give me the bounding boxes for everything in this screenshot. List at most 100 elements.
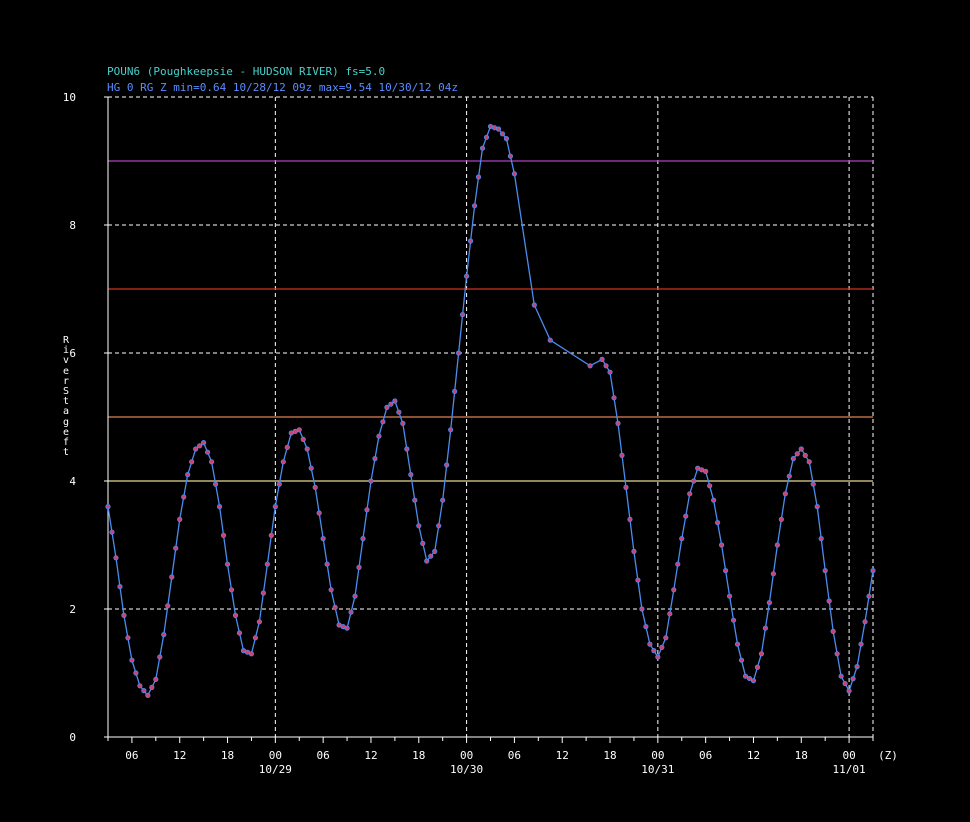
data-point <box>703 468 709 474</box>
data-point <box>754 664 761 670</box>
data-point <box>408 471 414 478</box>
data-point <box>718 542 725 548</box>
data-point <box>376 433 382 439</box>
data-point <box>392 398 398 404</box>
data-point <box>173 545 179 551</box>
data-point <box>308 465 314 471</box>
data-point <box>722 567 729 574</box>
data-point <box>444 462 450 468</box>
data-point <box>639 606 645 612</box>
data-point <box>503 136 510 142</box>
data-point <box>280 459 286 465</box>
data-point <box>201 439 207 446</box>
data-point <box>810 481 816 487</box>
x-tick-label: 12 <box>747 749 760 762</box>
data-point <box>460 311 466 318</box>
data-point <box>667 611 673 617</box>
stage-series <box>105 123 876 699</box>
x-tick-label: 12 <box>556 749 569 762</box>
axes <box>104 96 874 743</box>
data-point <box>117 583 123 590</box>
data-point <box>738 657 745 663</box>
data-point <box>762 625 769 631</box>
y-tick-label: 8 <box>69 219 76 232</box>
x-tick-label: 12 <box>364 749 377 762</box>
data-point <box>838 673 844 679</box>
data-point <box>149 684 155 691</box>
data-point <box>400 420 406 426</box>
data-point <box>862 619 868 625</box>
chart-subtitle: HG 0 RG Z min=0.64 10/28/12 09z max=9.54… <box>107 81 458 94</box>
data-point <box>129 657 135 663</box>
data-point <box>121 612 127 619</box>
chart-title: POUN6 (Poughkeepsie - HUDSON RIVER) fs=5… <box>107 65 386 78</box>
data-point <box>304 446 310 452</box>
x-tick-label: 18 <box>412 749 425 762</box>
data-point <box>364 507 370 513</box>
data-point <box>742 673 749 679</box>
data-point <box>137 683 143 689</box>
data-point <box>316 510 322 516</box>
data-point <box>814 503 820 510</box>
data-point <box>866 593 872 599</box>
data-point <box>675 561 681 567</box>
data-point <box>216 503 223 510</box>
data-point <box>766 599 773 606</box>
data-point <box>220 532 227 539</box>
data-point <box>284 444 290 450</box>
data-point <box>252 635 259 641</box>
y-tick-label: 6 <box>69 347 76 360</box>
data-point <box>507 153 514 159</box>
data-point <box>228 587 235 593</box>
data-point <box>440 497 446 503</box>
x-tick-label: 12 <box>173 749 186 762</box>
data-point <box>368 478 374 484</box>
data-point <box>475 174 482 180</box>
data-point <box>587 363 593 369</box>
data-point <box>687 491 693 497</box>
data-point <box>683 513 689 519</box>
data-point <box>750 678 757 684</box>
data-point <box>396 409 402 415</box>
data-point <box>599 356 605 362</box>
data-point <box>404 446 410 452</box>
data-point <box>436 523 442 529</box>
data-point <box>715 519 721 526</box>
data-point <box>611 395 617 401</box>
data-point <box>332 604 338 611</box>
data-point <box>344 625 350 631</box>
data-point <box>177 516 183 523</box>
data-point <box>296 427 302 433</box>
data-point <box>212 481 219 487</box>
data-point <box>726 593 733 599</box>
data-point <box>711 497 717 503</box>
x-tick-label: 18 <box>221 749 234 762</box>
data-point <box>420 540 426 547</box>
y-tick-label: 10 <box>63 91 76 104</box>
data-point <box>161 631 167 638</box>
data-point <box>870 567 876 574</box>
data-point <box>479 145 486 151</box>
data-point <box>707 483 713 489</box>
data-point <box>153 676 159 683</box>
data-point <box>679 535 685 542</box>
data-point <box>842 680 848 687</box>
data-point <box>830 628 836 635</box>
y-tick-label: 2 <box>69 603 76 616</box>
data-point <box>603 363 609 369</box>
x-axis-zone-label: (Z) <box>878 749 898 762</box>
data-point <box>145 692 151 699</box>
y-tick-label: 4 <box>69 475 76 488</box>
data-point <box>388 401 394 407</box>
data-point <box>531 302 537 308</box>
data-point <box>782 491 788 497</box>
data-point <box>774 542 780 548</box>
data-point <box>671 587 677 593</box>
data-point <box>360 535 366 542</box>
data-point <box>846 688 852 694</box>
x-date-label: 10/30 <box>450 763 483 776</box>
y-tick-label: 0 <box>69 731 76 744</box>
data-point <box>448 427 454 433</box>
